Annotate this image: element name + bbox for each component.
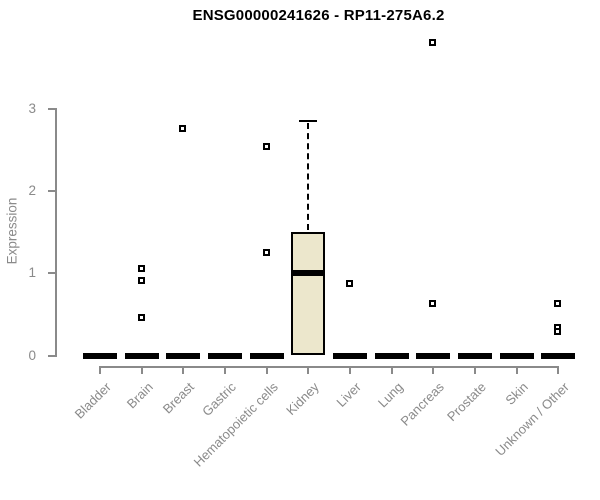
x-axis-tick — [182, 367, 185, 374]
chart-title: ENSG00000241626 - RP11-275A6.2 — [192, 7, 445, 24]
boxplot-outlier-point — [262, 143, 270, 151]
boxplot-upper-whisker-cap — [299, 119, 318, 122]
boxplot-outlier-point — [429, 299, 437, 307]
x-axis-tick — [473, 367, 476, 374]
boxplot-outlier-point — [179, 125, 187, 133]
boxplot-collapsed-box — [499, 352, 534, 359]
boxplot-collapsed-box — [166, 352, 201, 359]
x-axis-tick — [348, 367, 351, 374]
x-axis-line — [99, 366, 560, 368]
boxplot-outlier-point — [345, 279, 353, 287]
boxplot-outlier-point — [137, 265, 145, 273]
boxplot-collapsed-box — [457, 352, 492, 359]
y-tick-label: 3 — [28, 100, 36, 116]
x-axis-tick — [307, 367, 310, 374]
y-axis-tick — [48, 354, 55, 357]
boxplot-outlier-point — [137, 277, 145, 285]
boxplot-outlier-point — [137, 313, 145, 321]
boxplot-outlier-point — [429, 38, 437, 46]
x-axis-tick — [265, 367, 268, 374]
boxplot-box — [291, 232, 326, 356]
x-axis-tick — [223, 367, 226, 374]
boxplot-collapsed-box — [332, 352, 367, 359]
boxplot-collapsed-box — [249, 352, 284, 359]
y-axis-line — [55, 107, 57, 358]
boxplot-collapsed-box — [207, 352, 242, 359]
boxplot-collapsed-box — [416, 352, 451, 359]
x-axis-tick — [140, 367, 143, 374]
boxplot-outlier-point — [554, 327, 562, 335]
boxplot-median — [291, 270, 326, 277]
x-axis-tick — [99, 367, 101, 374]
boxplot-outlier-point — [262, 249, 270, 257]
y-axis-tick — [48, 107, 55, 110]
y-axis-tick — [48, 189, 55, 192]
boxplot-collapsed-box — [124, 352, 159, 359]
x-axis-tick — [432, 367, 435, 374]
y-tick-label: 2 — [28, 182, 36, 198]
boxplot-collapsed-box — [541, 352, 576, 359]
y-axis-label: Expression — [4, 197, 20, 265]
boxplot-collapsed-box — [374, 352, 409, 359]
x-axis-tick — [557, 367, 560, 374]
y-tick-label: 1 — [28, 265, 36, 281]
x-axis-tick — [515, 367, 518, 374]
y-axis-tick — [48, 272, 55, 275]
boxplot-upper-whisker — [307, 122, 310, 231]
y-tick-label: 0 — [28, 347, 36, 363]
boxplot-collapsed-box — [83, 352, 117, 359]
boxplot-outlier-point — [554, 299, 562, 307]
x-axis-tick — [390, 367, 393, 374]
